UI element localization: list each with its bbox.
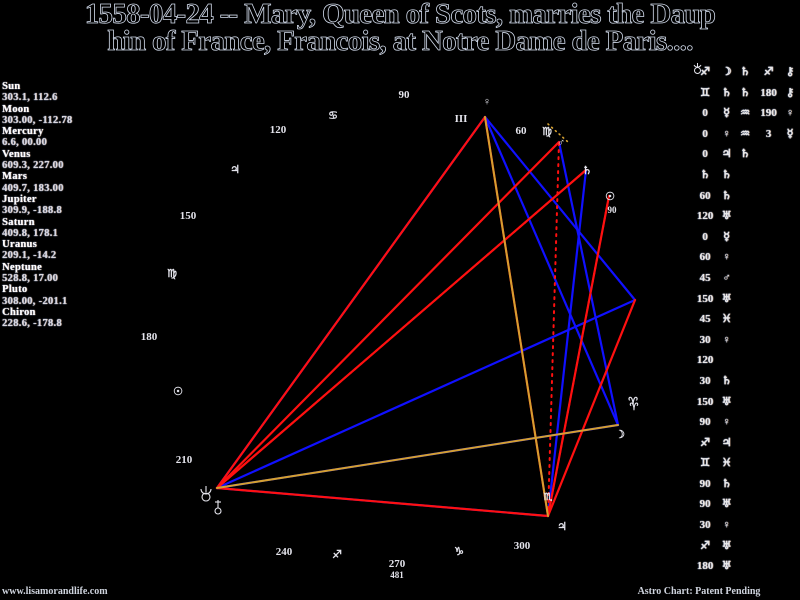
svg-text:♏︎: ♏︎ <box>543 492 553 503</box>
svg-text:120: 120 <box>270 124 287 136</box>
svg-text:♈︎: ♈︎ <box>630 402 639 413</box>
svg-text:300: 300 <box>514 540 531 552</box>
svg-text:210: 210 <box>176 454 193 466</box>
svg-text:481: 481 <box>390 570 404 580</box>
svg-text:60: 60 <box>516 125 528 137</box>
svg-text:90: 90 <box>608 205 618 215</box>
svg-text:♍︎: ♍︎ <box>542 126 552 138</box>
svg-text:♂︎: ♂︎ <box>557 137 565 149</box>
svg-text:III: III <box>455 113 468 125</box>
svg-text:180: 180 <box>141 331 158 343</box>
svg-text:♋︎: ♋︎ <box>328 110 338 122</box>
svg-text:☽︎: ☽︎ <box>615 429 625 441</box>
svg-text:☉︎: ☉︎ <box>605 191 615 203</box>
svg-text:240: 240 <box>276 546 293 558</box>
svg-text:♍︎: ♍︎ <box>167 268 177 280</box>
svg-text:270: 270 <box>389 558 406 570</box>
svg-text:☉︎: ☉︎ <box>173 386 183 398</box>
svg-text:150: 150 <box>180 210 197 222</box>
svg-text:♄︎: ♄︎ <box>582 165 592 177</box>
svg-text:♑︎: ♑︎ <box>454 546 464 558</box>
svg-text:♐︎: ♐︎ <box>332 549 342 561</box>
svg-text:♃︎: ♃︎ <box>557 521 567 533</box>
svg-text:♃︎: ♃︎ <box>230 164 240 176</box>
svg-text:90: 90 <box>399 89 411 101</box>
svg-text:♀︎: ♀︎ <box>483 96 491 108</box>
